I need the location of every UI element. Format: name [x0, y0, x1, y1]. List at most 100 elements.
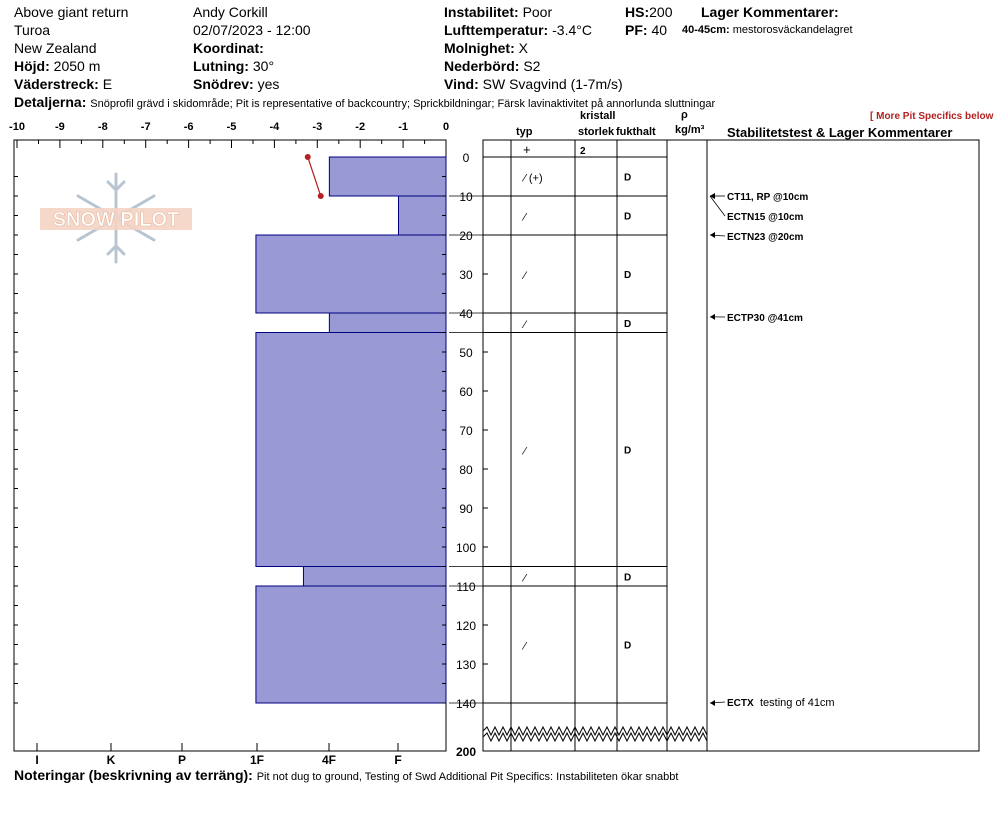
hardness-tick-label: I	[35, 753, 38, 767]
elevation-value: 2050 m	[53, 58, 101, 74]
depth-tick-label: 140	[456, 697, 476, 711]
elevation-row: Höjd: 2050 m	[14, 58, 100, 74]
snowflake-icon: SNOW PILOT	[40, 172, 192, 264]
stability-test-arrowhead	[710, 232, 715, 238]
temperature-tick-label: -10	[9, 121, 25, 133]
moisture-cell: D	[624, 212, 631, 223]
temperature-tick-label: -8	[98, 121, 108, 133]
pf-row: PF: 40	[625, 22, 667, 38]
sky-value: X	[518, 40, 528, 56]
temperature-tick-label: -2	[355, 121, 365, 133]
slope-row: Lutning: 30°	[193, 58, 274, 74]
hardness-layer-bar	[302, 566, 447, 587]
details-row: Detaljerna: Snöprofil grävd i skidområde…	[14, 94, 715, 111]
drift-value: yes	[257, 76, 280, 92]
airtemp-value: -3.4°C	[552, 22, 592, 38]
observation-datetime: 02/07/2023 - 12:00	[193, 22, 311, 38]
depth-tick-label: 130	[456, 658, 476, 672]
crystal-type-cell: ⁄	[521, 446, 528, 458]
notes-text: Pit not dug to ground, Testing of Swd Ad…	[256, 771, 679, 783]
notes-row: Noteringar (beskrivning av terräng): Pit…	[14, 767, 678, 784]
airtemp-label: Lufttemperatur:	[444, 22, 549, 38]
hardness-layer-bar	[255, 332, 447, 567]
snowpilot-logo: SNOW PILOT	[38, 170, 194, 266]
drift-label: Snödrev:	[193, 76, 254, 92]
crystal-type-cell: ⁄	[521, 319, 528, 331]
depth-break-zigzag	[482, 731, 708, 743]
moisture-cell: D	[624, 270, 631, 281]
hardness-tick-label: F	[394, 753, 401, 767]
hardness-tick-label: K	[107, 753, 116, 767]
depth-tick-label: 10	[459, 190, 473, 204]
country-name: New Zealand	[14, 40, 97, 56]
moisture-header: fukthalt	[616, 126, 656, 138]
details-text: Snöprofil grävd i skidområde; Pit is rep…	[90, 98, 716, 110]
temperature-point	[304, 154, 311, 160]
hardness-tick-label: 4F	[322, 753, 336, 767]
depth-tick-label: 40	[459, 307, 473, 321]
logo-text: SNOW PILOT	[53, 209, 180, 231]
location-name: Above giant return	[14, 4, 129, 20]
precip-value: S2	[523, 58, 541, 74]
type-header: typ	[516, 126, 533, 138]
moisture-cell: D	[624, 641, 631, 652]
hardness-layer-bar	[255, 585, 447, 704]
temperature-tick-label: -5	[227, 121, 237, 133]
surface-size-cell: 2	[580, 146, 586, 157]
temperature-tick-label: -6	[184, 121, 194, 133]
stability-test-label: ECTN15 @10cm	[727, 212, 804, 223]
hardness-layer-bar	[397, 195, 447, 236]
crystal-type-cell: ⁄	[521, 572, 528, 584]
layer-comment-range: 40-45cm:	[682, 24, 730, 36]
sky-row: Molnighet: X	[444, 40, 528, 56]
temperature-point	[317, 193, 324, 199]
crystal-type-cell: ⁄	[521, 212, 528, 224]
stability-column-title: Stabilitetstest & Lager Kommentarer	[727, 125, 953, 140]
hardness-tick-label: P	[178, 753, 186, 767]
stability-test-note: testing of 41cm	[760, 697, 835, 709]
stability-test-label: ECTX	[727, 698, 754, 709]
precip-row: Nederbörd: S2	[444, 58, 540, 74]
temperature-tick-label: 0	[443, 121, 449, 133]
crystal-type-cell: ⁄ (+)	[521, 173, 543, 185]
instability-label: Instabilitet:	[444, 4, 519, 20]
depth-tick-label: 0	[463, 151, 470, 165]
layer-comment-text: mestorosväckandelagret	[732, 24, 853, 36]
depth-tick-label: 60	[459, 385, 473, 399]
elevation-label: Höjd:	[14, 58, 50, 74]
airtemp-row: Lufttemperatur: -3.4°C	[444, 22, 592, 38]
stability-test-label: CT11, RP @10cm	[727, 192, 808, 203]
depth-tick-label: 80	[459, 463, 473, 477]
temperature-tick-label: -4	[270, 121, 281, 133]
drift-row: Snödrev: yes	[193, 76, 279, 92]
precip-label: Nederbörd:	[444, 58, 520, 74]
surface-crystal-cell: +	[523, 142, 531, 157]
moisture-cell: D	[624, 319, 631, 330]
hardness-tick-label: 1F	[250, 753, 264, 767]
hs-row: HS:200	[625, 4, 672, 20]
moisture-cell: D	[624, 572, 631, 583]
slope-value: 30°	[252, 58, 275, 74]
density-unit-header: kg/m³	[675, 124, 705, 136]
wind-label: Vind:	[444, 76, 479, 92]
area-name: Turoa	[14, 22, 51, 38]
crystal-type-cell: ⁄	[521, 641, 528, 653]
observer-name: Andy Corkill	[193, 4, 268, 20]
temperature-tick-label: -3	[312, 121, 322, 133]
hardness-layer-bar	[255, 234, 447, 314]
instability-value: Poor	[522, 4, 553, 20]
stability-test-arrow	[709, 195, 726, 217]
wind-value: SW Svagvind (1-7m/s)	[482, 76, 623, 92]
depth-tick-label: 70	[459, 424, 473, 438]
aspect-value: E	[102, 76, 113, 92]
stability-test-label: ECTP30 @41cm	[727, 313, 803, 324]
temperature-tick-label: -1	[398, 121, 408, 133]
aspect-label: Väderstreck:	[14, 76, 99, 92]
wind-row: Vind: SW Svagvind (1-7m/s)	[444, 76, 623, 92]
instability-row: Instabilitet: Poor	[444, 4, 552, 20]
depth-tick-label: 30	[459, 268, 473, 282]
details-label: Detaljerna:	[14, 94, 87, 110]
more-pit-specifics-link[interactable]: [ More Pit Specifics below ]	[870, 111, 994, 122]
temperature-tick-label: -7	[141, 121, 151, 133]
